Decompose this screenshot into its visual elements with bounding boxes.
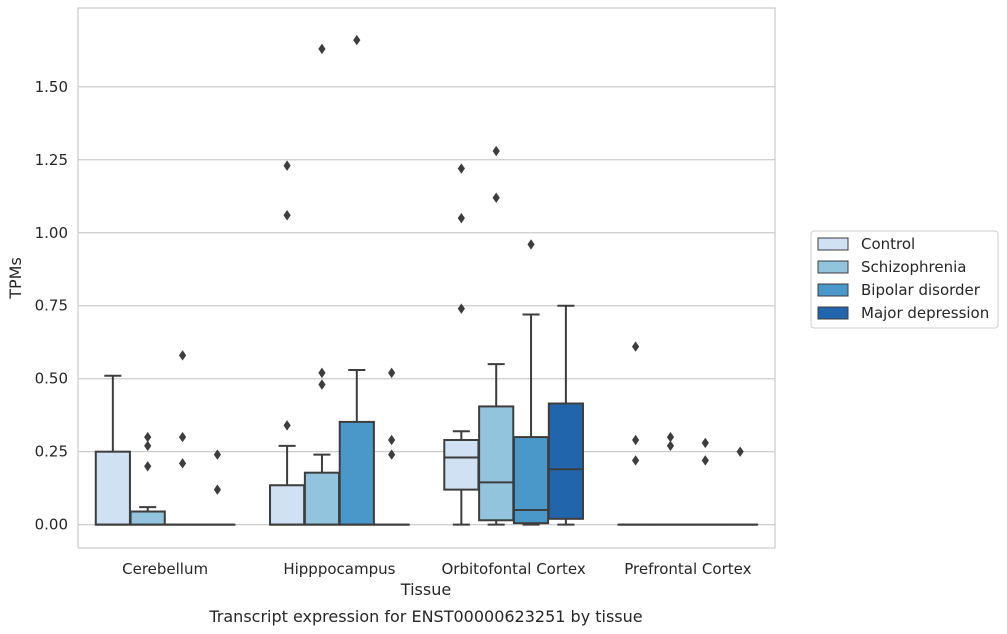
outlier-point <box>283 160 291 171</box>
outlier-point <box>318 379 326 390</box>
outlier-point <box>144 440 152 452</box>
outlier-point <box>632 455 640 466</box>
y-tick-labels: 0.00 0.25 0.50 0.75 1.00 1.25 1.50 <box>35 78 68 534</box>
outlier-point <box>318 43 326 55</box>
outlier-point <box>178 431 187 443</box>
legend-label: Control <box>861 235 915 253</box>
legend-frame <box>810 230 999 329</box>
series-control <box>94 160 654 526</box>
legend-swatch <box>817 283 849 297</box>
outlier-point <box>353 34 361 46</box>
box <box>129 510 166 526</box>
outlier-point <box>492 145 500 157</box>
legend: Control Schizophrenia Bipolar disorder Majo… <box>810 230 999 329</box>
outlier-point <box>701 437 709 449</box>
legend-swatch <box>817 260 849 274</box>
y-axis-title: TPMs <box>6 257 25 300</box>
y-tick-label: 1.25 <box>35 151 68 169</box>
x-tick-label: Cerebellum <box>122 560 208 578</box>
box <box>443 439 480 491</box>
outlier-point <box>283 420 291 431</box>
legend-swatch <box>817 237 849 251</box>
outlier-point <box>144 461 152 472</box>
outlier-point <box>666 440 675 452</box>
outlier-point <box>736 446 744 457</box>
outlier-point <box>632 341 640 352</box>
x-tick-labels: Cerebellum Hipppocampus Orbitofontal Corte… <box>122 560 751 578</box>
y-tick-label: 1.50 <box>35 78 68 96</box>
outlier-point <box>666 431 675 443</box>
x-tick-label: Orbitofontal Cortex <box>442 560 586 578</box>
outlier-point <box>492 192 500 203</box>
box <box>94 450 131 526</box>
outlier-point <box>701 455 709 466</box>
box <box>269 484 306 526</box>
outlier-point <box>527 239 535 250</box>
series-schizophrenia <box>129 43 689 526</box>
box-series <box>94 34 759 526</box>
box <box>547 402 584 520</box>
y-tick-label: 0.75 <box>35 297 68 315</box>
legend-label: Schizophrenia <box>861 258 966 276</box>
outlier-point <box>213 449 221 460</box>
plot-frame <box>77 7 776 549</box>
outlier-point <box>283 210 291 221</box>
y-tick-label: 1.00 <box>35 224 68 242</box>
outlier-point <box>388 449 396 460</box>
legend-label: Bipolar disorder <box>861 281 981 299</box>
outlier-point <box>178 458 187 469</box>
outlier-point <box>457 303 465 314</box>
outlier-point <box>632 434 640 446</box>
outlier-point <box>318 367 326 379</box>
x-tick-label: Prefrontal Cortex <box>624 560 751 578</box>
box <box>478 405 515 522</box>
box <box>303 471 341 526</box>
outlier-point <box>388 367 396 379</box>
legend-label: Major depression <box>861 304 989 322</box>
outlier-point <box>457 212 465 224</box>
x-tick-label: Hipppocampus <box>283 560 395 578</box>
chart-caption: Transcript expression for ENST0000062325… <box>208 607 642 626</box>
y-tick-label: 0.00 <box>35 516 68 534</box>
series-major-depression <box>199 304 759 526</box>
plot-background <box>78 8 775 548</box>
outlier-point <box>178 350 187 361</box>
legend-swatch <box>817 306 849 320</box>
outlier-point <box>457 163 465 174</box>
y-tick-label: 0.50 <box>35 370 68 388</box>
outlier-point <box>213 484 221 495</box>
outlier-point <box>144 431 152 443</box>
y-tick-label: 0.25 <box>35 443 68 461</box>
box <box>338 420 375 526</box>
x-axis-title: Tissue <box>400 580 451 599</box>
outlier-point <box>388 434 396 446</box>
